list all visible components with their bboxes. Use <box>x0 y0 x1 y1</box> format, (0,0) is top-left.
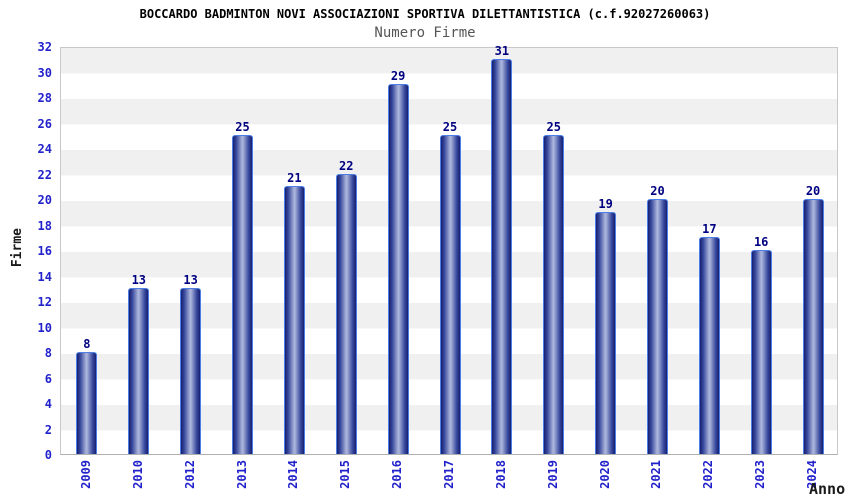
bar-value-label: 25 <box>546 120 561 135</box>
bar-value-label: 31 <box>494 43 510 58</box>
x-tick-label: 2021 <box>649 460 664 489</box>
y-tick-label: 26 <box>37 116 52 131</box>
x-tick-label: 2010 <box>130 460 145 489</box>
bar-2019 <box>543 135 565 454</box>
bar-2022 <box>698 237 720 454</box>
x-tick-label: 2019 <box>545 460 560 489</box>
plot-area: 8 13 13 25 21 22 29 25 31 25 19 20 17 16 20 <box>60 43 838 455</box>
bar-value-label: 8 <box>83 337 91 351</box>
x-tick-label: 2013 <box>234 460 249 489</box>
y-tick-label: 18 <box>37 218 52 233</box>
bar-2014 <box>283 186 305 454</box>
bar-value-label: 19 <box>598 196 613 211</box>
bar-2015 <box>335 173 357 454</box>
bar-2016 <box>387 84 409 454</box>
y-tick-label: 20 <box>37 193 52 207</box>
y-tick-label: 8 <box>44 346 52 360</box>
bar-value-label: 13 <box>183 273 198 288</box>
x-tick-label: 2012 <box>182 460 197 489</box>
bar-value-label: 21 <box>287 171 302 186</box>
bar-value-label: 25 <box>442 120 458 135</box>
chart-title: BOCCARDO BADMINTON NOVI ASSOCIAZIONI SPO… <box>139 7 711 21</box>
x-axis-label: Anno <box>809 480 846 498</box>
bar-value-label: 29 <box>390 69 406 84</box>
bar-2024 <box>802 199 824 454</box>
bar-value-label: 22 <box>339 158 354 173</box>
x-tick-label: 2023 <box>753 460 768 489</box>
y-tick-label: 32 <box>37 40 52 54</box>
bar-2018 <box>491 58 513 454</box>
bar-2009 <box>76 352 98 454</box>
bar-2023 <box>750 250 772 454</box>
x-tick-label: 2020 <box>597 460 612 489</box>
bar-value-label: 25 <box>235 120 250 135</box>
x-tick-label: 2014 <box>286 460 301 489</box>
bar-2020 <box>595 211 617 454</box>
x-tick-label: 2015 <box>338 460 353 489</box>
bar-2013 <box>232 135 254 454</box>
bar-2021 <box>646 199 668 454</box>
y-tick-label: 4 <box>44 397 52 411</box>
y-tick-label: 22 <box>37 167 52 182</box>
bar-value-label: 20 <box>805 184 821 198</box>
bar-2010 <box>128 288 150 454</box>
chart-subtitle: Numero Firme <box>374 25 476 41</box>
y-tick-label: 14 <box>37 269 52 284</box>
y-tick-label: 24 <box>37 142 52 156</box>
x-tick-label: 2016 <box>390 460 405 489</box>
bar-2017 <box>439 135 461 454</box>
y-tick-label: 12 <box>37 295 52 309</box>
y-tick-label: 28 <box>37 91 52 105</box>
y-tick-label: 30 <box>37 65 52 80</box>
y-tick-label: 10 <box>37 320 52 335</box>
x-tick-label: 2009 <box>78 460 93 489</box>
y-tick-label: 16 <box>37 244 52 258</box>
y-tick-label: 6 <box>44 371 52 386</box>
bar-value-label: 20 <box>650 184 665 198</box>
bar-value-label: 13 <box>131 273 147 288</box>
x-tick-label: 2017 <box>442 460 456 489</box>
bar-value-label: 17 <box>702 222 717 237</box>
y-tick-label: 2 <box>44 422 52 437</box>
bar-2012 <box>180 288 202 454</box>
x-tick-label: 2018 <box>493 460 508 489</box>
x-tick-label: 2022 <box>701 460 716 489</box>
bar-value-label: 16 <box>753 235 769 249</box>
y-tick-label: 0 <box>44 448 52 462</box>
